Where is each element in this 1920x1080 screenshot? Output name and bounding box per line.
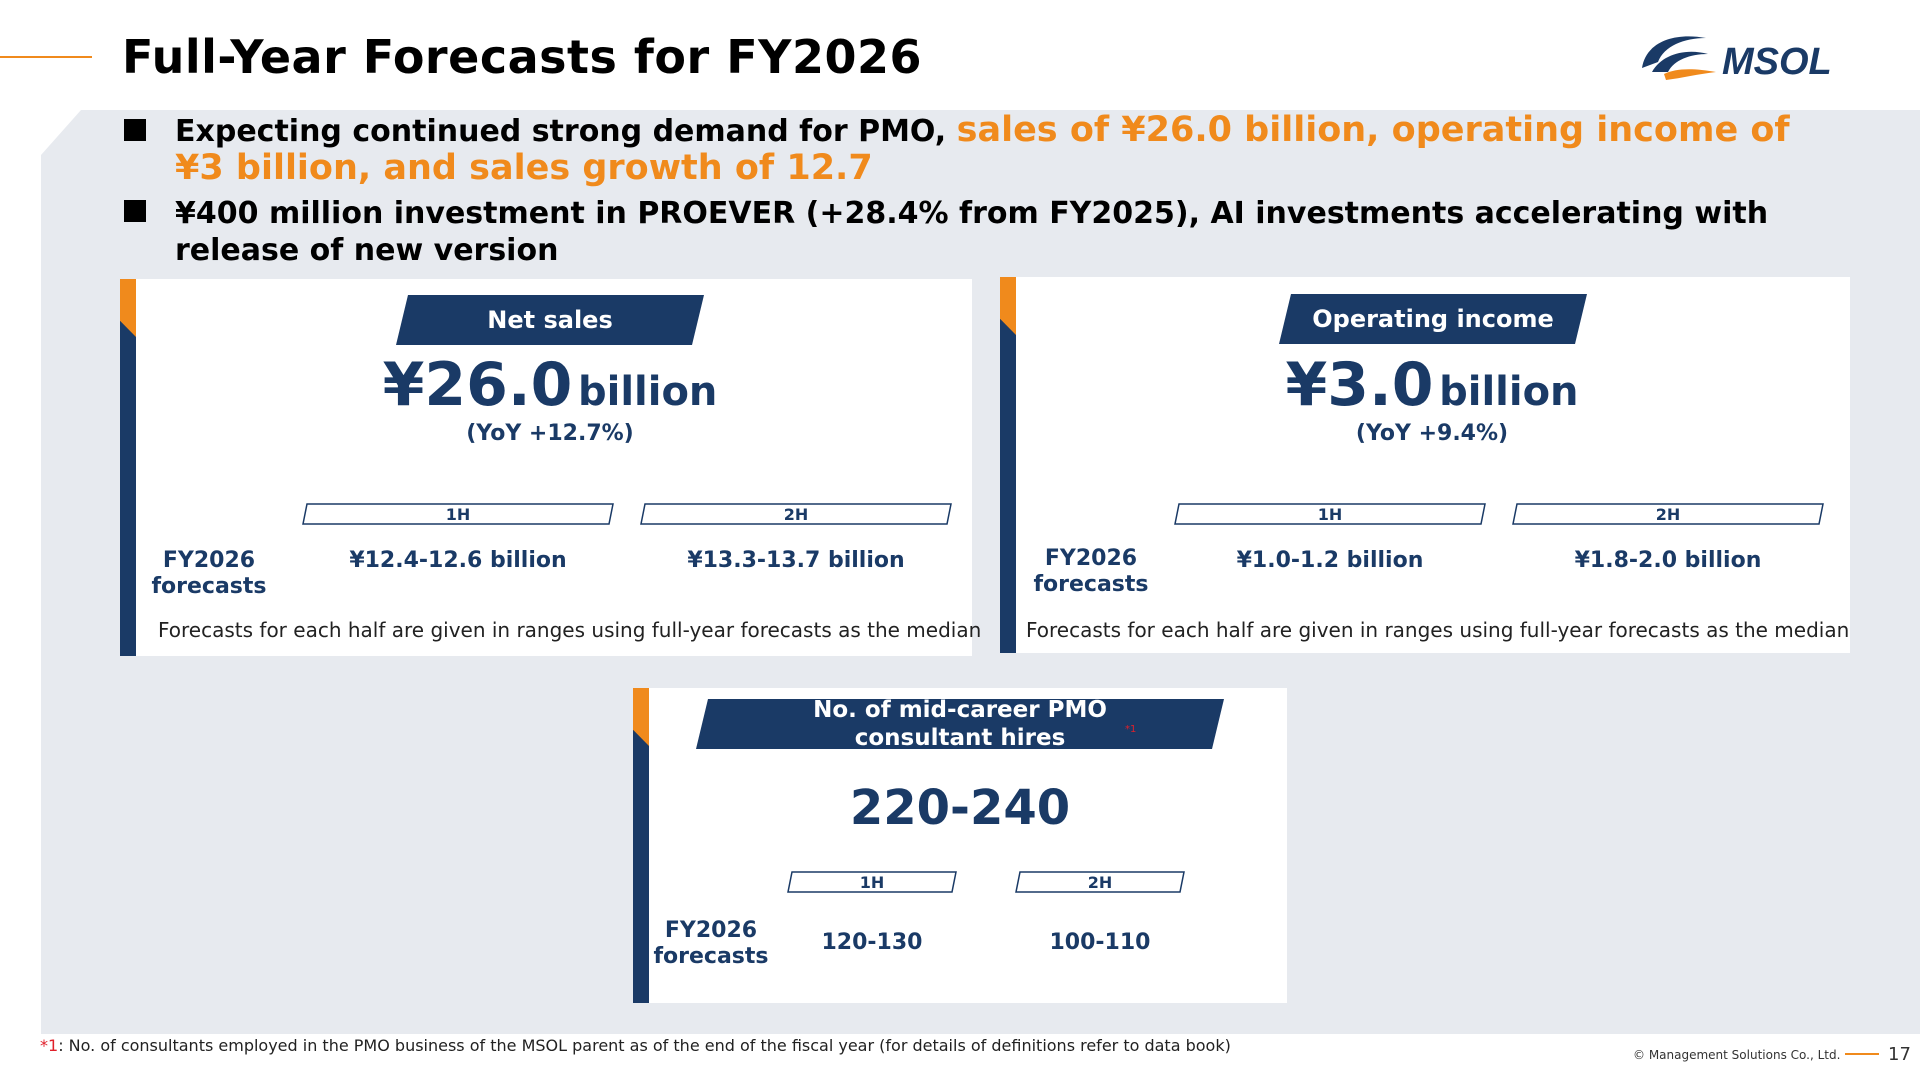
bullet-marker xyxy=(124,119,146,141)
operating-income-unit: billion xyxy=(1439,369,1579,415)
footnote-mark: *1 xyxy=(40,1036,59,1055)
page-title: Full-Year Forecasts for FY2026 xyxy=(122,30,922,84)
net-sales-value: ¥26.0 billion xyxy=(300,350,800,420)
net-sales-2h-header: 2H xyxy=(640,503,952,525)
operating-income-1h-value: ¥1.0-1.2 billion xyxy=(1236,548,1424,573)
operating-income-fy-label: FY2026 forecasts xyxy=(1033,546,1149,597)
operating-income-2h-header: 2H xyxy=(1512,503,1824,525)
net-sales-yoy: (YoY +12.7%) xyxy=(466,421,634,446)
bullet-2: ¥400 million investment in PROEVER (+28.… xyxy=(175,196,1769,268)
operating-income-1h-header: 1H xyxy=(1174,503,1486,525)
hires-1h-value: 120-130 xyxy=(821,930,923,955)
operating-income-label: Operating income xyxy=(1279,294,1587,344)
hires-2h-value: 100-110 xyxy=(1049,930,1151,955)
footnote: *1: No. of consultants employed in the P… xyxy=(40,1036,1231,1055)
operating-income-note: Forecasts for each half are given in ran… xyxy=(1026,618,1850,642)
net-sales-1h-value: ¥12.4-12.6 billion xyxy=(349,548,567,573)
net-sales-note: Forecasts for each half are given in ran… xyxy=(158,618,982,642)
hires-footnote-mark: *1 xyxy=(1125,724,1137,735)
bullet-1-highlight: sales of ¥26.0 billion, operating income… xyxy=(175,110,1790,188)
hires-fy-label: FY2026 forecasts xyxy=(653,918,769,969)
copyright: © Management Solutions Co., Ltd. xyxy=(1633,1048,1841,1062)
bullet-1: Expecting continued strong demand for PM… xyxy=(175,112,1815,188)
title-accent-line xyxy=(0,56,92,58)
net-sales-1h-header: 1H xyxy=(302,503,614,525)
net-sales-unit: billion xyxy=(577,369,718,415)
bullet-marker xyxy=(124,200,146,222)
card-accent-bar xyxy=(120,279,136,656)
operating-income-2h-value: ¥1.8-2.0 billion xyxy=(1574,548,1762,573)
msol-logo: MSOL xyxy=(1636,28,1868,86)
bullet-1-text: Expecting continued strong demand for PM… xyxy=(175,114,957,149)
net-sales-label: Net sales xyxy=(396,295,704,345)
page-number: 17 xyxy=(1888,1044,1911,1065)
footer-accent-line xyxy=(1845,1053,1879,1055)
card-accent-bar xyxy=(1000,277,1016,653)
net-sales-amount: ¥26.0 xyxy=(382,350,573,420)
hires-1h-header: 1H xyxy=(787,871,957,893)
svg-text:MSOL: MSOL xyxy=(1722,41,1832,83)
hires-label-text: No. of mid-career PMO consultant hires xyxy=(813,697,1107,751)
operating-income-yoy: (YoY +9.4%) xyxy=(1355,421,1509,446)
footnote-text: : No. of consultants employed in the PMO… xyxy=(58,1036,1231,1055)
hires-2h-header: 2H xyxy=(1015,871,1185,893)
operating-income-value: ¥3.0 billion xyxy=(1182,350,1682,420)
card-accent-bar xyxy=(633,688,649,1003)
hires-value: 220-240 xyxy=(849,780,1071,836)
hires-label: No. of mid-career PMO consultant hires xyxy=(696,699,1224,749)
net-sales-2h-value: ¥13.3-13.7 billion xyxy=(687,548,905,573)
net-sales-fy-label: FY2026 forecasts xyxy=(151,548,267,599)
operating-income-amount: ¥3.0 xyxy=(1285,350,1434,420)
